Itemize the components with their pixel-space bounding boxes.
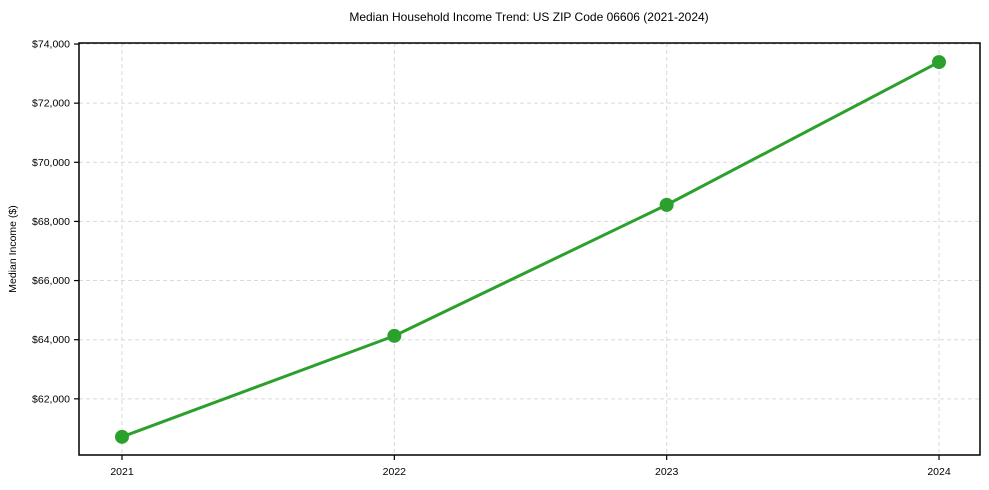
axes-layer: $62,000 $64,000 $66,000 $68,000 $70,000 $72,0… xyxy=(32,39,981,478)
x-tick-label: 2021 xyxy=(110,466,134,478)
y-tick-label: $68,000 xyxy=(32,216,70,228)
trend-line xyxy=(120,60,941,439)
data-point-2024 xyxy=(932,55,946,70)
data-point-2021 xyxy=(115,429,129,444)
series-layer xyxy=(115,55,946,444)
x-tick-label: 2023 xyxy=(655,466,679,478)
x-tick-label: 2024 xyxy=(927,466,951,478)
x-tick-label: 2022 xyxy=(383,466,407,478)
y-tick-label: $64,000 xyxy=(32,334,70,346)
data-point-2022 xyxy=(387,328,402,343)
y-tick-label: $72,000 xyxy=(32,98,70,110)
data-point-2023 xyxy=(659,197,674,212)
chart-title: Median Household Income Trend: US ZIP Co… xyxy=(349,10,708,24)
y-tick-label: $62,000 xyxy=(32,393,70,405)
plot-border xyxy=(78,42,981,456)
grid-layer xyxy=(79,43,980,455)
y-tick-label: $74,000 xyxy=(32,39,70,51)
y-tick-label: $66,000 xyxy=(32,275,70,287)
y-axis-label: Median Income ($) xyxy=(7,205,19,293)
y-tick-label: $70,000 xyxy=(32,157,70,169)
